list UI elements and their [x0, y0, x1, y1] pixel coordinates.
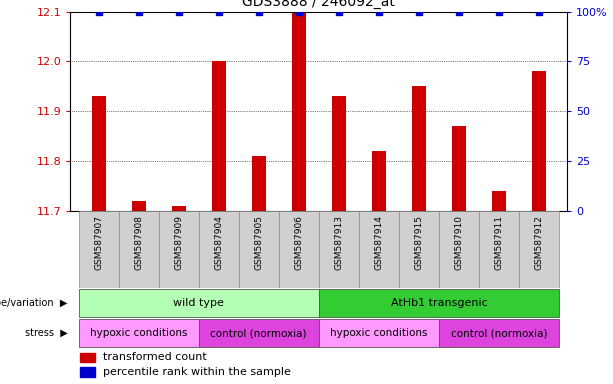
Point	[494, 8, 504, 15]
Bar	[199, 211, 238, 288]
Point	[254, 8, 264, 15]
Bar	[159, 211, 199, 288]
Text: GSM587912: GSM587912	[535, 215, 544, 270]
Bar	[319, 290, 559, 317]
Bar	[238, 211, 279, 288]
Bar	[439, 319, 559, 347]
Bar	[80, 353, 96, 362]
Text: wild type: wild type	[173, 298, 224, 308]
Bar	[118, 211, 159, 288]
Bar	[78, 211, 118, 288]
Bar	[372, 151, 386, 211]
Bar	[172, 206, 186, 211]
Title: GDS3888 / 246092_at: GDS3888 / 246092_at	[242, 0, 395, 9]
Bar	[359, 211, 399, 288]
Text: GSM587909: GSM587909	[174, 215, 183, 270]
Point	[134, 8, 143, 15]
Bar	[479, 211, 519, 288]
Point	[214, 8, 224, 15]
Bar	[78, 319, 199, 347]
Text: GSM587914: GSM587914	[375, 215, 383, 270]
Text: GSM587915: GSM587915	[414, 215, 424, 270]
Text: control (normoxia): control (normoxia)	[210, 328, 307, 338]
Bar	[412, 86, 426, 211]
Bar	[211, 61, 226, 211]
Text: GSM587913: GSM587913	[334, 215, 343, 270]
Bar	[91, 96, 105, 211]
Text: genotype/variation  ▶: genotype/variation ▶	[0, 298, 67, 308]
Bar	[292, 12, 306, 211]
Point	[173, 8, 183, 15]
Text: GSM587911: GSM587911	[495, 215, 503, 270]
Bar	[319, 319, 439, 347]
Bar	[399, 211, 439, 288]
Text: percentile rank within the sample: percentile rank within the sample	[103, 367, 291, 377]
Bar	[132, 201, 145, 211]
Text: GSM587906: GSM587906	[294, 215, 303, 270]
Text: AtHb1 transgenic: AtHb1 transgenic	[390, 298, 487, 308]
Bar	[332, 96, 346, 211]
Text: GSM587905: GSM587905	[254, 215, 263, 270]
Bar	[319, 211, 359, 288]
Bar	[452, 126, 466, 211]
Text: transformed count: transformed count	[103, 353, 207, 362]
Bar	[199, 319, 319, 347]
Point	[294, 8, 303, 15]
Bar	[78, 290, 319, 317]
Text: GSM587904: GSM587904	[214, 215, 223, 270]
Bar	[80, 367, 96, 377]
Bar	[439, 211, 479, 288]
Bar	[492, 191, 506, 211]
Bar	[252, 156, 265, 211]
Bar	[519, 211, 559, 288]
Bar	[532, 71, 546, 211]
Text: GSM587908: GSM587908	[134, 215, 143, 270]
Bar	[279, 211, 319, 288]
Text: hypoxic conditions: hypoxic conditions	[330, 328, 428, 338]
Point	[94, 8, 104, 15]
Point	[334, 8, 344, 15]
Point	[534, 8, 544, 15]
Text: control (normoxia): control (normoxia)	[451, 328, 547, 338]
Text: GSM587907: GSM587907	[94, 215, 103, 270]
Point	[374, 8, 384, 15]
Point	[454, 8, 464, 15]
Text: hypoxic conditions: hypoxic conditions	[90, 328, 188, 338]
Text: GSM587910: GSM587910	[454, 215, 463, 270]
Point	[414, 8, 424, 15]
Text: stress  ▶: stress ▶	[25, 328, 67, 338]
